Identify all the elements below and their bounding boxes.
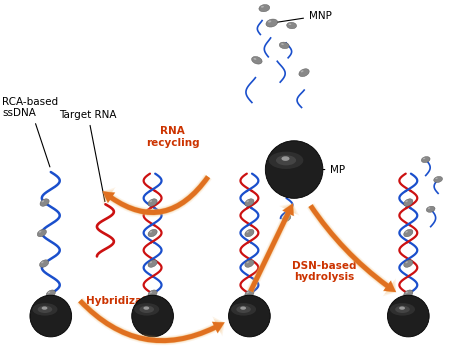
- FancyArrowPatch shape: [249, 203, 294, 292]
- FancyArrowPatch shape: [102, 175, 210, 215]
- Ellipse shape: [423, 158, 425, 159]
- Ellipse shape: [150, 261, 152, 263]
- FancyArrowPatch shape: [102, 175, 211, 216]
- Ellipse shape: [252, 57, 262, 64]
- Ellipse shape: [245, 290, 254, 297]
- FancyArrowPatch shape: [309, 204, 396, 292]
- Ellipse shape: [148, 199, 157, 206]
- FancyArrowPatch shape: [78, 298, 225, 344]
- Ellipse shape: [279, 42, 289, 49]
- Ellipse shape: [390, 303, 415, 315]
- Ellipse shape: [48, 291, 50, 294]
- Text: RNA
recycling: RNA recycling: [146, 126, 199, 148]
- Ellipse shape: [283, 215, 291, 222]
- Ellipse shape: [434, 177, 443, 183]
- Circle shape: [387, 295, 429, 337]
- Circle shape: [265, 141, 323, 198]
- Text: RCA-based
ssDNA: RCA-based ssDNA: [2, 97, 58, 167]
- Ellipse shape: [399, 306, 405, 310]
- Ellipse shape: [144, 306, 149, 310]
- Ellipse shape: [46, 290, 55, 297]
- Ellipse shape: [150, 200, 152, 202]
- FancyArrowPatch shape: [78, 299, 225, 343]
- Circle shape: [228, 295, 270, 337]
- Ellipse shape: [246, 291, 249, 294]
- FancyArrowPatch shape: [102, 174, 212, 217]
- Ellipse shape: [245, 229, 254, 237]
- FancyArrowPatch shape: [247, 203, 297, 292]
- Ellipse shape: [148, 290, 157, 297]
- Ellipse shape: [139, 306, 154, 313]
- FancyArrowPatch shape: [309, 205, 396, 292]
- Ellipse shape: [281, 43, 284, 45]
- FancyArrowPatch shape: [102, 176, 210, 215]
- Ellipse shape: [41, 261, 44, 263]
- Ellipse shape: [289, 23, 291, 25]
- Ellipse shape: [42, 200, 44, 202]
- Ellipse shape: [269, 152, 303, 169]
- Ellipse shape: [42, 306, 47, 310]
- FancyArrowPatch shape: [77, 298, 225, 345]
- Ellipse shape: [404, 199, 413, 206]
- Ellipse shape: [428, 207, 430, 209]
- Ellipse shape: [259, 5, 270, 12]
- Ellipse shape: [404, 290, 413, 297]
- FancyArrowPatch shape: [102, 175, 210, 215]
- Ellipse shape: [268, 21, 271, 23]
- Ellipse shape: [405, 291, 408, 294]
- Ellipse shape: [148, 260, 157, 267]
- Ellipse shape: [395, 306, 410, 313]
- Ellipse shape: [231, 303, 256, 315]
- Circle shape: [30, 295, 72, 337]
- Ellipse shape: [246, 231, 249, 233]
- Ellipse shape: [421, 157, 430, 163]
- Ellipse shape: [287, 22, 297, 29]
- Ellipse shape: [240, 306, 246, 310]
- FancyArrowPatch shape: [307, 203, 396, 296]
- Ellipse shape: [32, 303, 57, 315]
- Ellipse shape: [405, 200, 408, 202]
- Ellipse shape: [282, 156, 290, 161]
- Ellipse shape: [266, 19, 278, 27]
- FancyArrowPatch shape: [246, 203, 299, 293]
- Ellipse shape: [245, 199, 254, 206]
- Ellipse shape: [435, 178, 438, 179]
- Ellipse shape: [404, 260, 413, 267]
- Ellipse shape: [245, 260, 254, 267]
- FancyArrowPatch shape: [308, 204, 396, 294]
- Ellipse shape: [246, 200, 249, 202]
- Ellipse shape: [426, 206, 435, 212]
- Ellipse shape: [301, 70, 303, 72]
- Ellipse shape: [150, 231, 152, 233]
- Text: MNP: MNP: [274, 10, 332, 23]
- Ellipse shape: [148, 229, 157, 237]
- Ellipse shape: [405, 231, 408, 233]
- FancyArrowPatch shape: [248, 203, 294, 292]
- Ellipse shape: [404, 229, 413, 237]
- Ellipse shape: [246, 261, 249, 263]
- Circle shape: [132, 295, 173, 337]
- Ellipse shape: [150, 291, 152, 294]
- Ellipse shape: [236, 306, 251, 313]
- Ellipse shape: [39, 231, 41, 233]
- Ellipse shape: [276, 155, 296, 165]
- FancyArrowPatch shape: [308, 204, 396, 292]
- Ellipse shape: [37, 306, 52, 313]
- Text: MP: MP: [323, 164, 346, 174]
- Text: Hybridization: Hybridization: [86, 296, 165, 306]
- FancyArrowPatch shape: [78, 299, 225, 343]
- Ellipse shape: [37, 229, 46, 237]
- Ellipse shape: [254, 58, 256, 60]
- FancyArrowPatch shape: [78, 299, 225, 343]
- Text: Target RNA: Target RNA: [59, 110, 117, 202]
- Ellipse shape: [261, 6, 264, 8]
- Ellipse shape: [39, 260, 49, 267]
- FancyArrowPatch shape: [248, 203, 294, 292]
- Ellipse shape: [40, 199, 49, 206]
- Ellipse shape: [284, 216, 286, 218]
- Ellipse shape: [299, 69, 309, 77]
- Text: DSN-based
hydrolysis: DSN-based hydrolysis: [292, 261, 356, 282]
- Ellipse shape: [405, 261, 408, 263]
- Ellipse shape: [134, 303, 159, 315]
